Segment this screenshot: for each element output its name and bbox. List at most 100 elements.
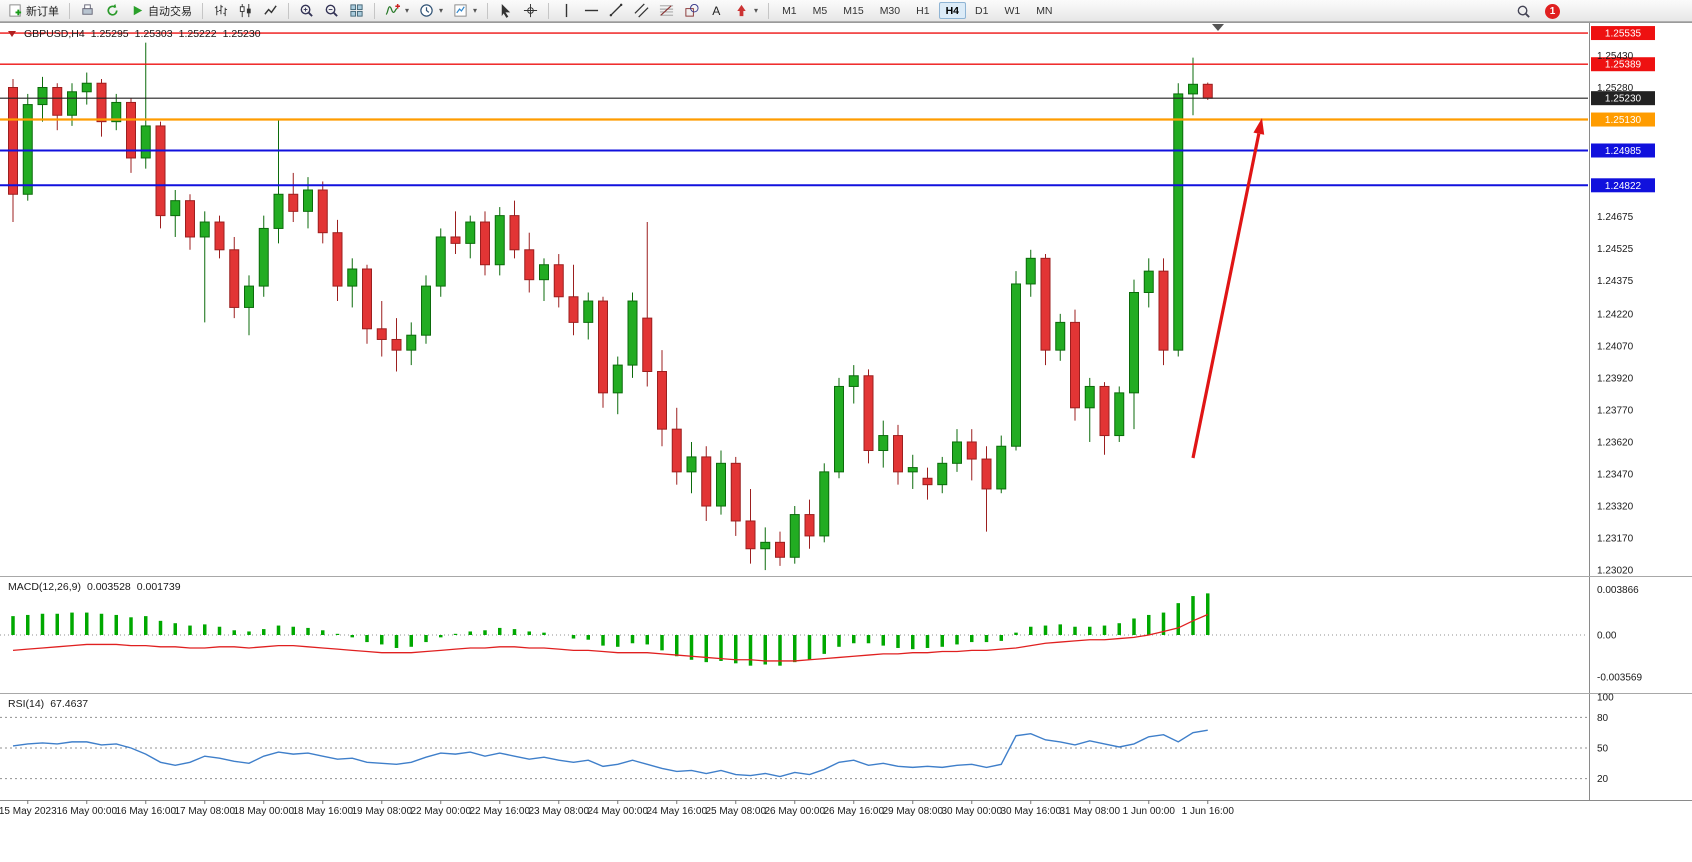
time-axis-label: 29 May 08:00 [882,806,943,817]
toolbar-separator [288,2,289,19]
toolbar-separator [487,2,489,19]
rsi-line [12,729,1208,778]
crosshair-button[interactable] [519,1,542,20]
candle-body [494,215,505,266]
candle-body [996,445,1007,490]
arrows-icon [737,4,746,17]
new-order-button-label: 新订单 [26,5,59,18]
rsi-axis-label: 100 [1597,693,1614,704]
price-axis-label: 1.25430 [1597,51,1634,62]
timeframe-mn-button[interactable]: MN [1036,4,1053,17]
time-axis-label: 1 Jun 16:00 [1182,806,1235,817]
candle-body [671,428,682,473]
svg-text:A: A [712,4,721,18]
time-axis-label: 1 Jun 00:00 [1123,806,1176,817]
candle-body [273,193,284,229]
candle-body [819,471,830,537]
zoom-out-button[interactable] [320,1,343,20]
timeframe-d1-button[interactable]: D1 [975,4,989,17]
time-axis-label: 22 May 00:00 [410,806,471,817]
candle-body [347,268,358,287]
time-axis-label: 26 May 16:00 [823,806,884,817]
channel-button[interactable] [630,1,653,20]
candle-body [878,435,889,452]
refresh-icon [107,3,118,16]
search-button[interactable] [1512,2,1535,21]
refresh-button[interactable] [101,1,124,20]
bar-chart-icon [214,4,228,17]
text-button[interactable]: A [705,1,728,20]
horizontal-line-button[interactable] [580,1,603,20]
candle-body [465,221,476,244]
indicators-button[interactable] [381,1,413,20]
timeframe-h4-button[interactable]: H4 [938,2,966,19]
time-axis-label: 26 May 00:00 [764,806,825,817]
autotrading-button[interactable]: 自动交易 [126,1,196,20]
notification-badge[interactable]: 1 [1545,4,1560,19]
trend-arrow-head[interactable] [1253,118,1265,135]
periods-button[interactable] [415,1,447,20]
line-chart-button[interactable] [259,1,282,20]
bar-chart-button[interactable] [209,1,232,20]
candle-body [863,375,874,452]
text-icon: A [712,4,721,18]
toolbar-separator [548,2,550,19]
time-axis-label: 23 May 08:00 [528,806,589,817]
timeframe-h1-button[interactable]: H1 [916,4,930,17]
search-icon [1517,5,1530,18]
time-axis-label: 18 May 00:00 [233,806,294,817]
new-order-button[interactable]: 新订单 [4,1,63,20]
print-button[interactable] [76,1,99,20]
price-tag-label: 1.25389 [1605,60,1642,71]
macd-axis-label: 0.003866 [1597,585,1639,596]
candle-body [96,82,107,123]
candle-body [214,221,225,251]
arrows-button[interactable] [730,1,762,20]
time-axis-label: 19 May 08:00 [351,806,412,817]
trend-arrow[interactable] [1191,133,1261,459]
vertical-line-button[interactable] [555,1,578,20]
candle-body [834,385,844,473]
candlestick-button[interactable] [234,1,257,20]
candle-body [553,264,564,298]
candle-body [140,125,151,159]
toolbar-separator [202,2,203,19]
time-axis-label: 30 May 00:00 [941,806,1002,817]
trendline-button[interactable] [605,1,628,20]
timeframe-m15-button[interactable]: M15 [843,4,864,17]
cursor-button[interactable] [494,1,517,20]
candle-body [1070,321,1080,409]
tile-windows-button[interactable] [345,1,368,20]
zoom-in-button[interactable] [295,1,318,20]
timeframe-m5-button[interactable]: M5 [812,4,828,17]
candle-body [1011,283,1021,447]
candle-body [317,189,328,234]
toolbar-right-group: 1 [1512,2,1560,21]
template-button[interactable] [449,1,481,20]
candle-body [804,514,815,537]
candle-body [760,541,771,550]
price-axis-label: 1.23020 [1597,566,1634,577]
time-axis-label: 24 May 00:00 [587,806,648,817]
price-axis-label: 1.23320 [1597,502,1634,513]
rsi-axis-label: 80 [1597,713,1609,724]
candle-body [362,268,372,330]
candle-body [303,189,313,212]
candle-body [642,317,653,373]
candle-body [111,101,122,123]
timeframe-m30-button[interactable]: M30 [879,4,901,17]
macd-signal-line [12,613,1209,662]
candle-body [421,285,431,336]
price-axis-label: 1.23170 [1597,534,1634,545]
chart-shift-marker[interactable] [1212,24,1224,31]
candle-body [893,435,903,473]
shapes-button[interactable] [680,1,703,20]
new-order-icon [9,4,22,17]
time-axis-label: 31 May 08:00 [1059,806,1120,817]
fibonacci-button[interactable] [655,1,678,20]
timeframe-w1-button[interactable]: W1 [1004,4,1021,17]
timeframe-m1-button[interactable]: M1 [782,4,797,17]
price-tag-label: 1.25230 [1605,94,1642,105]
toolbar-left-group: 新订单 自动交易 A M1 M5 M15 M30 H1 H4 D1 W1 MN [4,1,1060,20]
